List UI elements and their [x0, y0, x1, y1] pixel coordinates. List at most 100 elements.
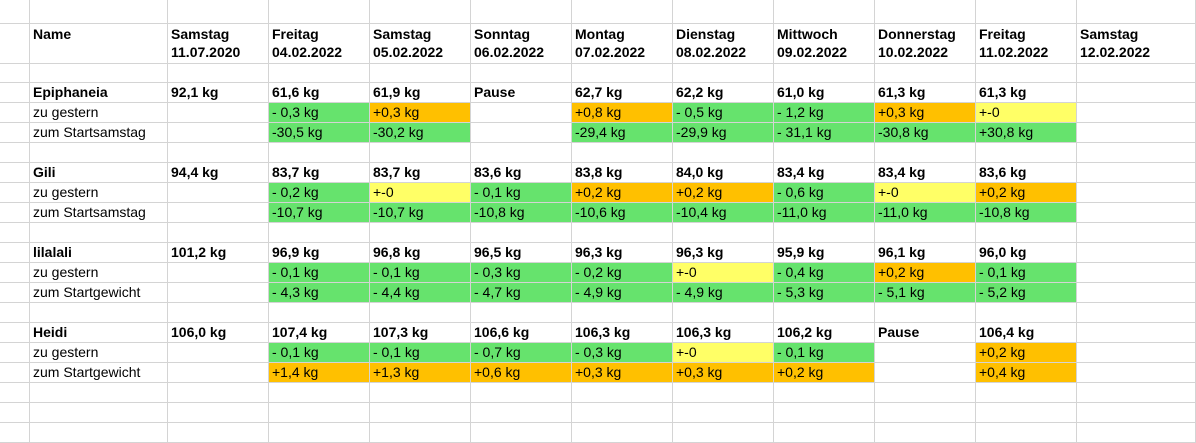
delta-cell[interactable]: - 31,1 kg	[774, 123, 875, 143]
empty-cell[interactable]	[673, 403, 774, 423]
header-date-cell[interactable]: Donnerstag 10.02.2022	[875, 24, 976, 64]
empty-cell[interactable]	[875, 303, 976, 323]
empty-cell[interactable]	[1077, 143, 1196, 163]
weight-cell[interactable]: 96,3 kg	[673, 243, 774, 263]
weight-cell[interactable]: 61,3 kg	[875, 83, 976, 103]
delta-cell[interactable]: - 0,4 kg	[774, 263, 875, 283]
delta-cell[interactable]	[471, 103, 572, 123]
header-date-cell[interactable]: Samstag 11.07.2020	[168, 24, 269, 64]
empty-cell[interactable]	[370, 383, 471, 403]
empty-cell[interactable]	[30, 143, 168, 163]
delta-cell[interactable]: - 0,3 kg	[572, 343, 673, 363]
delta-cell[interactable]	[1077, 203, 1196, 223]
weight-cell[interactable]: 96,5 kg	[471, 243, 572, 263]
row-label-cell[interactable]: zu gestern	[30, 263, 168, 283]
weight-cell[interactable]: 83,6 kg	[976, 163, 1077, 183]
weight-cell[interactable]: 62,7 kg	[572, 83, 673, 103]
delta-cell[interactable]: -30,8 kg	[875, 123, 976, 143]
weight-cell[interactable]: 106,3 kg	[572, 323, 673, 343]
empty-cell[interactable]	[572, 223, 673, 243]
delta-cell[interactable]: -29,4 kg	[572, 123, 673, 143]
empty-cell[interactable]	[673, 303, 774, 323]
empty-cell[interactable]	[471, 223, 572, 243]
empty-cell[interactable]	[774, 64, 875, 83]
delta-cell[interactable]: +1,4 kg	[269, 363, 370, 383]
delta-cell[interactable]: - 5,3 kg	[774, 283, 875, 303]
empty-cell[interactable]	[0, 243, 30, 263]
delta-cell[interactable]: - 5,1 kg	[875, 283, 976, 303]
weight-cell[interactable]: 83,4 kg	[774, 163, 875, 183]
empty-cell[interactable]	[875, 64, 976, 83]
empty-cell[interactable]	[168, 0, 269, 24]
delta-cell[interactable]: +0,8 kg	[572, 103, 673, 123]
weight-cell[interactable]: Pause	[471, 83, 572, 103]
empty-cell[interactable]	[774, 383, 875, 403]
empty-cell[interactable]	[370, 0, 471, 24]
delta-cell[interactable]: - 0,1 kg	[774, 343, 875, 363]
delta-cell[interactable]	[1077, 183, 1196, 203]
delta-cell[interactable]: -30,2 kg	[370, 123, 471, 143]
empty-cell[interactable]	[1077, 223, 1196, 243]
row-label-cell[interactable]: zu gestern	[30, 103, 168, 123]
empty-cell[interactable]	[673, 64, 774, 83]
delta-cell[interactable]: - 0,7 kg	[471, 343, 572, 363]
weight-cell[interactable]: 83,8 kg	[572, 163, 673, 183]
empty-cell[interactable]	[0, 64, 30, 83]
empty-cell[interactable]	[774, 143, 875, 163]
delta-cell[interactable]: +-0	[370, 183, 471, 203]
empty-cell[interactable]	[168, 143, 269, 163]
delta-cell[interactable]	[471, 123, 572, 143]
empty-cell[interactable]	[0, 203, 30, 223]
weight-cell[interactable]: 61,3 kg	[976, 83, 1077, 103]
empty-cell[interactable]	[168, 303, 269, 323]
empty-cell[interactable]	[1077, 383, 1196, 403]
empty-cell[interactable]	[471, 303, 572, 323]
empty-cell[interactable]	[370, 303, 471, 323]
empty-cell[interactable]	[269, 0, 370, 24]
empty-cell[interactable]	[269, 303, 370, 323]
header-date-cell[interactable]: Freitag 04.02.2022	[269, 24, 370, 64]
empty-cell[interactable]	[774, 403, 875, 423]
header-date-cell[interactable]: Dienstag 08.02.2022	[673, 24, 774, 64]
empty-cell[interactable]	[30, 0, 168, 24]
delta-cell[interactable]: +0,2 kg	[572, 183, 673, 203]
empty-cell[interactable]	[0, 303, 30, 323]
weight-cell[interactable]: 61,0 kg	[774, 83, 875, 103]
delta-cell[interactable]: -10,4 kg	[673, 203, 774, 223]
empty-cell[interactable]	[572, 64, 673, 83]
weight-cell[interactable]: 106,6 kg	[471, 323, 572, 343]
empty-cell[interactable]	[269, 403, 370, 423]
person-name-cell[interactable]: lilalali	[30, 243, 168, 263]
empty-cell[interactable]	[370, 64, 471, 83]
header-date-cell[interactable]: Samstag 05.02.2022	[370, 24, 471, 64]
delta-cell[interactable]	[168, 363, 269, 383]
empty-cell[interactable]	[0, 363, 30, 383]
empty-cell[interactable]	[0, 123, 30, 143]
person-name-cell[interactable]: Heidi	[30, 323, 168, 343]
empty-cell[interactable]	[0, 263, 30, 283]
empty-cell[interactable]	[168, 223, 269, 243]
empty-cell[interactable]	[673, 143, 774, 163]
delta-cell[interactable]: +-0	[875, 183, 976, 203]
delta-cell[interactable]: -29,9 kg	[673, 123, 774, 143]
empty-cell[interactable]	[1077, 423, 1196, 443]
empty-cell[interactable]	[471, 64, 572, 83]
header-date-cell[interactable]: Samstag 12.02.2022	[1077, 24, 1196, 64]
delta-cell[interactable]: +0,2 kg	[774, 363, 875, 383]
weight-cell[interactable]: 96,9 kg	[269, 243, 370, 263]
weight-cell[interactable]: 96,1 kg	[875, 243, 976, 263]
delta-cell[interactable]	[1077, 363, 1196, 383]
empty-cell[interactable]	[976, 403, 1077, 423]
empty-cell[interactable]	[1077, 64, 1196, 83]
delta-cell[interactable]: - 0,1 kg	[471, 183, 572, 203]
empty-cell[interactable]	[774, 303, 875, 323]
empty-cell[interactable]	[976, 423, 1077, 443]
empty-cell[interactable]	[0, 383, 30, 403]
header-date-cell[interactable]: Freitag 11.02.2022	[976, 24, 1077, 64]
empty-cell[interactable]	[774, 0, 875, 24]
delta-cell[interactable]: -11,0 kg	[875, 203, 976, 223]
empty-cell[interactable]	[0, 24, 30, 64]
empty-cell[interactable]	[269, 383, 370, 403]
weight-cell[interactable]: 101,2 kg	[168, 243, 269, 263]
empty-cell[interactable]	[0, 403, 30, 423]
